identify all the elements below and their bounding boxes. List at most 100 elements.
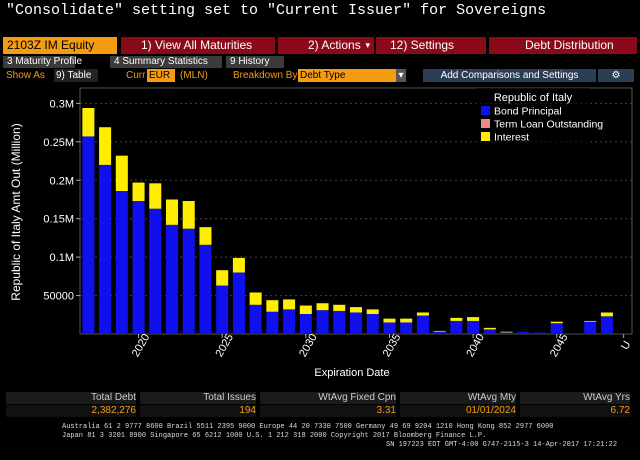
- bar-bond-principal-2033[interactable]: [349, 312, 363, 334]
- wtavg-fixed-cpn-value: 3.31: [260, 405, 396, 417]
- settings-button[interactable]: 12) Settings: [376, 37, 486, 54]
- bar-interest-2031[interactable]: [316, 303, 329, 311]
- bar-bond-principal-U[interactable]: [617, 333, 630, 334]
- bar-interest-2030[interactable]: [299, 305, 312, 315]
- bar-interest-2024[interactable]: [199, 227, 212, 245]
- bar-interest-2029[interactable]: [283, 299, 296, 310]
- legend-title: Republic of Italy: [494, 92, 573, 104]
- bar-interest-2033[interactable]: [349, 307, 363, 313]
- bar-bond-principal-2026[interactable]: [232, 272, 245, 335]
- legend-entry: Term Loan Outstanding: [494, 119, 603, 131]
- bar-interest-2023[interactable]: [182, 201, 195, 229]
- total-debt-header: Total Debt: [6, 392, 136, 404]
- bar-bond-principal-2018[interactable]: [99, 164, 112, 334]
- bar-interest-2042[interactable]: [500, 331, 513, 333]
- bar-interest-2017[interactable]: [82, 107, 95, 137]
- bar-interest-2045[interactable]: [550, 321, 563, 324]
- bar-interest-2039[interactable]: [450, 317, 463, 321]
- show-as-label: Show As: [6, 70, 45, 81]
- total-debt-value: 2,382,276: [6, 405, 136, 417]
- bar-bond-principal-2032[interactable]: [333, 310, 346, 334]
- y-tick-label: 0.15M: [43, 214, 74, 226]
- bar-interest-2025[interactable]: [216, 270, 229, 286]
- y-axis: 50000 0.1M 0.15M 0.2M 0.25M 0.3M: [43, 98, 80, 303]
- bar-interest-2018[interactable]: [99, 127, 112, 165]
- bar-interest-2022[interactable]: [165, 199, 179, 225]
- tab-maturity-profile[interactable]: 3 Maturity Profile: [3, 56, 82, 68]
- tab-summary-statistics[interactable]: 4 Summary Statistics: [110, 56, 222, 68]
- bar-bond-principal-2025[interactable]: [216, 285, 229, 334]
- bar-interest-2034[interactable]: [366, 309, 379, 315]
- bar-bond-principal-2048[interactable]: [600, 316, 613, 334]
- bar-bond-principal-2027[interactable]: [249, 304, 262, 334]
- bar-interest-2020[interactable]: [132, 182, 145, 202]
- y-tick-label: 50000: [43, 291, 74, 303]
- bar-bond-principal-2019[interactable]: [115, 191, 128, 334]
- bar-bond-principal-2042[interactable]: [500, 332, 513, 334]
- bar-bond-principal-2022[interactable]: [165, 224, 179, 334]
- legend-swatch: [481, 119, 490, 128]
- bar-interest-2040[interactable]: [467, 317, 480, 321]
- bar-interest-2026[interactable]: [232, 257, 245, 273]
- show-as-table-button[interactable]: 9) Table: [54, 69, 98, 82]
- units-label: (MLN): [180, 70, 208, 81]
- bar-bond-principal-2020[interactable]: [132, 201, 145, 334]
- y-tick-label: 0.25M: [43, 137, 74, 149]
- debt-distribution-button[interactable]: Debt Distribution: [489, 37, 637, 54]
- bar-bond-principal-2036[interactable]: [400, 322, 413, 334]
- bar-bond-principal-2034[interactable]: [366, 314, 379, 334]
- bar-interest-2038[interactable]: [433, 330, 446, 332]
- bar-bond-principal-2039[interactable]: [450, 320, 463, 334]
- actions-menu-button[interactable]: 2) Actions ▾: [278, 37, 374, 54]
- bar-bond-principal-2038[interactable]: [433, 331, 446, 334]
- bar-bond-principal-2045[interactable]: [550, 323, 563, 334]
- bar-bond-principal-2023[interactable]: [182, 228, 195, 334]
- bar-interest-2028[interactable]: [266, 300, 279, 312]
- footer-contacts-2: Japan 81 3 3201 8900 Singapore 65 6212 1…: [62, 432, 487, 440]
- bar-bond-principal-2043[interactable]: [517, 331, 530, 334]
- x-axis: 2020 2025 2030 2035 2040 2045 U: [130, 332, 634, 359]
- bar-interest-2019[interactable]: [115, 155, 128, 192]
- total-issues-header: Total Issues: [140, 392, 256, 404]
- bar-interest-2036[interactable]: [400, 318, 413, 323]
- tab-history[interactable]: 9 History: [226, 56, 284, 68]
- bar-bond-principal-2024[interactable]: [199, 244, 212, 334]
- bar-bond-principal-2029[interactable]: [283, 309, 296, 334]
- breakdown-select[interactable]: Debt Type: [298, 69, 396, 82]
- bar-interest-2027[interactable]: [249, 292, 262, 305]
- dropdown-arrow-icon: ▾: [365, 40, 370, 50]
- footer-session: SN 197223 EDT GMT-4:00 G747-2115-3 14-Ap…: [386, 441, 618, 449]
- legend-swatch: [481, 106, 490, 115]
- bar-interest-2047[interactable]: [584, 320, 597, 322]
- bar-interest-2021[interactable]: [149, 183, 162, 209]
- bar-bond-principal-2041[interactable]: [483, 329, 496, 334]
- bar-bond-principal-2017[interactable]: [82, 136, 95, 334]
- bar-bond-principal-2031[interactable]: [316, 310, 329, 334]
- bar-interest-2035[interactable]: [383, 318, 396, 323]
- y-tick-label: 0.3M: [50, 98, 74, 110]
- bar-bond-principal-2028[interactable]: [266, 311, 279, 334]
- bar-interest-2037[interactable]: [416, 312, 429, 316]
- bar-bond-principal-2030[interactable]: [299, 314, 312, 334]
- bar-bond-principal-2046[interactable]: [567, 333, 580, 334]
- currency-input[interactable]: EUR: [147, 69, 175, 82]
- bar-bond-principal-2035[interactable]: [383, 322, 396, 334]
- bar-bond-principal-2047[interactable]: [584, 321, 597, 334]
- y-tick-label: 0.1M: [50, 252, 74, 264]
- bar-interest-2048[interactable]: [600, 312, 613, 317]
- x-tick-label: 2040: [464, 332, 487, 359]
- add-comparisons-button[interactable]: Add Comparisons and Settings: [423, 69, 596, 82]
- bar-bond-principal-2040[interactable]: [467, 320, 480, 334]
- ticker-field[interactable]: 2103Z IM Equity: [3, 37, 117, 54]
- currency-label: Curr: [126, 70, 146, 81]
- bar-bond-principal-2037[interactable]: [416, 315, 429, 334]
- view-all-maturities-button[interactable]: 1) View All Maturities: [121, 37, 275, 54]
- bar-interest-2032[interactable]: [333, 304, 346, 311]
- bar-bond-principal-2021[interactable]: [149, 208, 162, 334]
- bar-interest-2041[interactable]: [483, 327, 496, 330]
- chevron-down-icon[interactable]: ▾: [396, 69, 406, 82]
- x-tick-label: 2030: [297, 332, 320, 359]
- y-axis-label: Republic of Italy Amt Out (Million): [9, 123, 23, 300]
- bar-bond-principal-2044[interactable]: [533, 332, 547, 334]
- gear-icon[interactable]: ⚙: [598, 69, 634, 82]
